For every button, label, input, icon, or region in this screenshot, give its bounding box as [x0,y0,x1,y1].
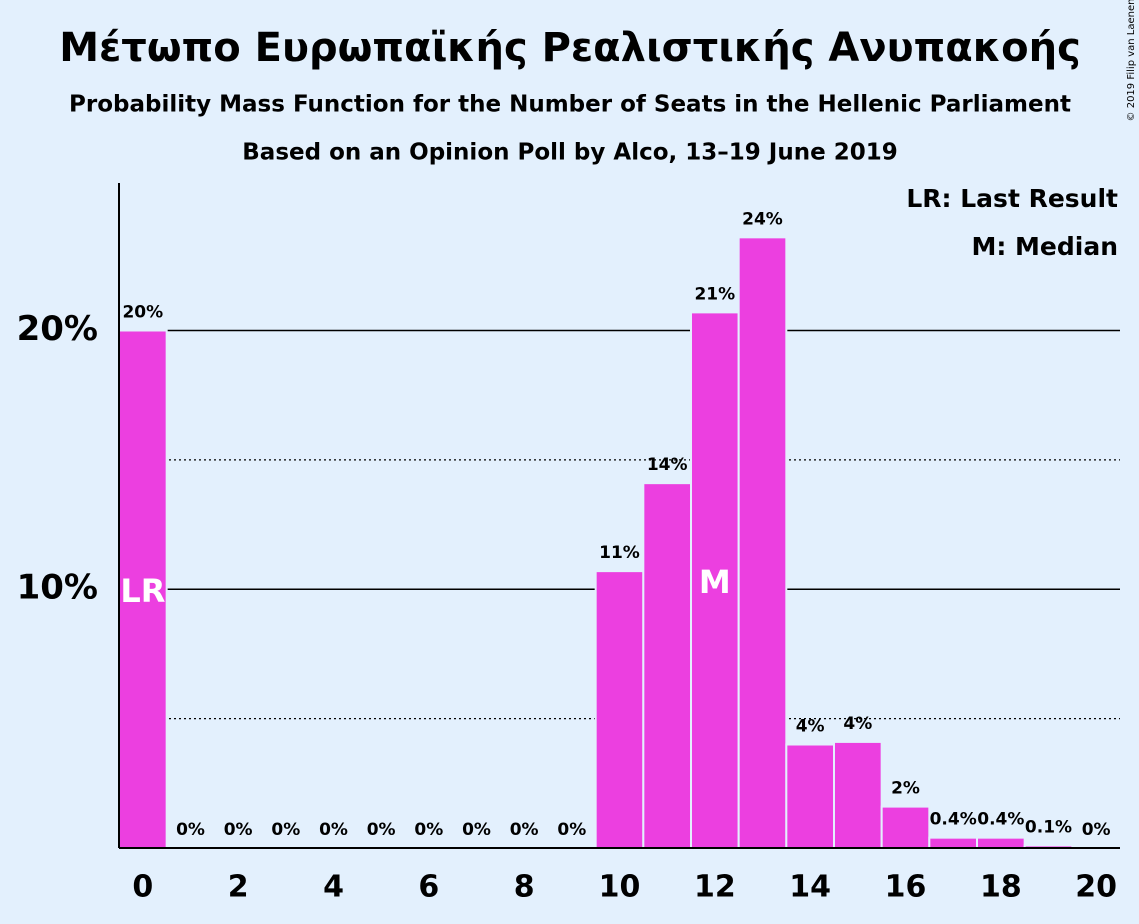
chart-title: Μέτωπο Ευρωπαϊκής Ρεαλιστικής Ανυπακοής [59,25,1081,71]
value-label: 0.1% [1025,817,1072,837]
x-tick-label: 4 [323,870,344,905]
x-tick-label: 0 [132,870,153,905]
x-tick-label: 2 [228,870,249,905]
x-tick-label: 16 [885,870,927,905]
value-label: 0.4% [977,810,1024,830]
y-tick-label: 10% [17,568,98,608]
x-tick-label: 10 [599,870,641,905]
chart-subtitle: Based on an Opinion Poll by Alco, 13–19 … [242,140,897,166]
value-label: 0% [176,820,205,840]
value-label: 0% [224,820,253,840]
value-label: 0% [510,820,539,840]
value-label: 0% [557,820,586,840]
bar [880,805,931,850]
x-tick-label: 18 [980,870,1022,905]
value-label: 24% [742,209,783,229]
copyright: © 2019 Filip van Laenen [1126,0,1137,121]
x-tick-label: 8 [514,870,535,905]
x-tick-label: 6 [418,870,439,905]
value-label: 4% [796,716,825,736]
value-label: 0% [271,820,300,840]
value-label: 0% [1082,820,1111,840]
bar [976,836,1026,849]
bar [642,482,692,849]
bar [928,836,978,849]
x-tick-label: 14 [789,870,831,905]
legend-entry: LR: Last Result [906,184,1118,213]
x-tick-label: 20 [1075,870,1117,905]
value-label: 14% [647,455,688,475]
y-tick-label: 20% [17,309,98,349]
value-label: 21% [694,284,735,304]
value-label: 11% [599,543,640,563]
chart-subtitle: Probability Mass Function for the Number… [69,92,1071,118]
value-label: 20% [122,302,163,322]
annotation: M [699,563,731,601]
value-label: 4% [843,714,872,734]
bar [737,236,788,850]
bar [833,740,883,850]
bar [785,743,835,849]
bar [690,311,740,849]
value-label: 2% [891,779,920,799]
value-label: 0% [414,820,443,840]
value-label: 0% [319,820,348,840]
bar [118,329,168,849]
legend-entry: M: Median [971,232,1118,261]
bar [594,570,645,850]
value-label: 0.4% [930,810,977,830]
value-label: 0% [367,820,396,840]
annotation: LR [120,572,165,610]
x-tick-label: 12 [694,870,736,905]
value-label: 0% [462,820,491,840]
